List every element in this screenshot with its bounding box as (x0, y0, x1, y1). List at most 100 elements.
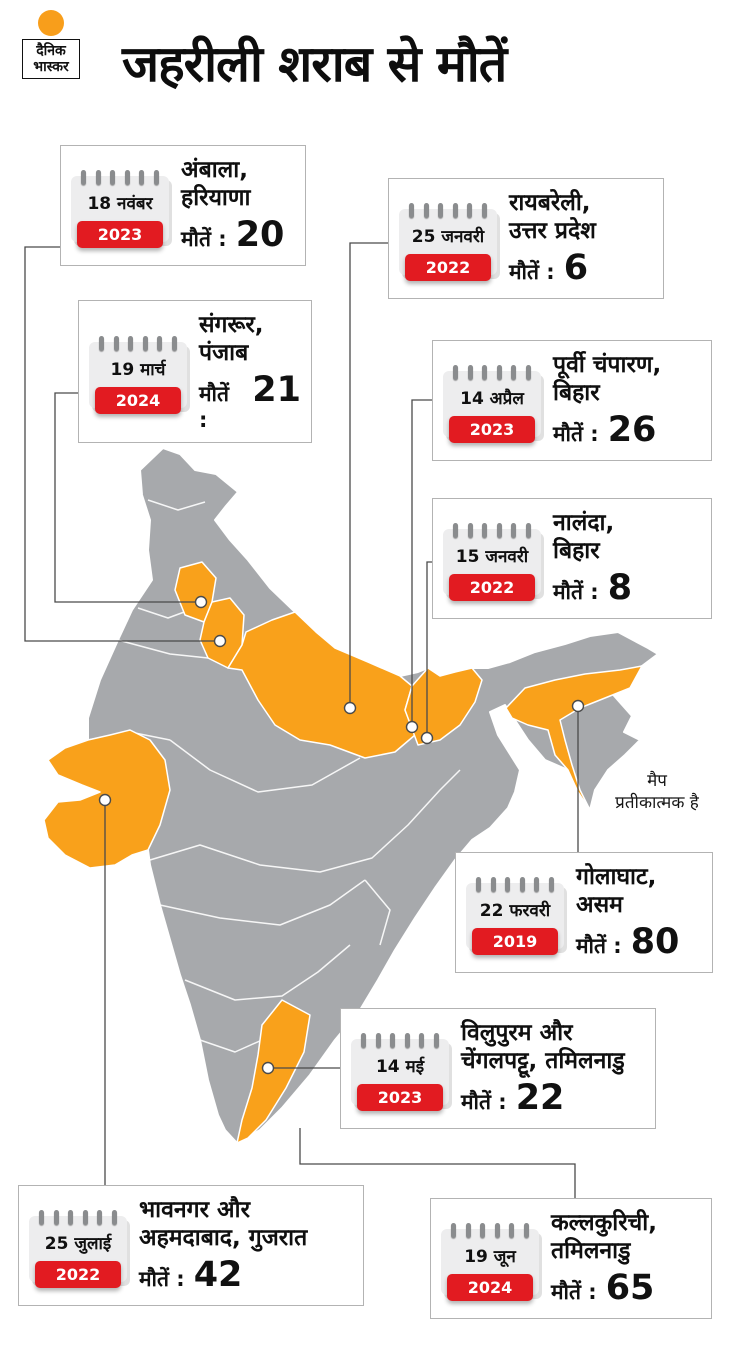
location-line1: रायबरेली, (509, 190, 591, 216)
incident-deaths: मौतें : 80 (576, 922, 702, 962)
incident-date: 19 मार्च (110, 359, 166, 380)
location-line2: पंजाब (199, 340, 249, 367)
location-line1: संगरूर, (199, 312, 264, 338)
incident-year-badge: 2024 (95, 386, 181, 414)
map-note-line2: प्रतीकात्मक है (615, 793, 699, 814)
calendar-icon: 14 अप्रैल 2023 (443, 364, 541, 443)
calendar-icon: 15 जनवरी 2022 (443, 522, 541, 601)
deaths-count: 65 (605, 1268, 655, 1309)
calendar-icon: 22 फरवरी 2019 (466, 876, 564, 955)
incident-location: कल्लकुरिची, तमिलनाडु (551, 1209, 701, 1265)
incident-date: 22 फरवरी (479, 900, 551, 921)
location-line1: अंबाला, (181, 157, 248, 183)
incident-card-sangrur: 19 मार्च 2024 संगरूर, पंजाब मौतें : 21 (78, 300, 312, 444)
calendar-icon: 18 नवंबर 2023 (71, 169, 169, 248)
calendar-rings-icon (443, 522, 541, 538)
deaths-label: मौतें : (461, 1090, 507, 1115)
deaths-label: मौतें : (181, 227, 227, 252)
calendar-rings-icon (89, 335, 187, 351)
deaths-label: मौतें : (199, 382, 229, 433)
incident-year-badge: 2024 (447, 1273, 533, 1301)
incident-year-badge: 2019 (472, 927, 558, 955)
deaths-count: 20 (235, 215, 285, 256)
incident-location: भावनगर और अहमदाबाद, गुजरात (139, 1196, 353, 1252)
calendar-rings-icon (71, 169, 169, 185)
incident-location: विलुपुरम और चेंगलपट्टू, तमिलनाडु (461, 1019, 645, 1075)
deaths-count: 6 (563, 248, 589, 289)
state-assam-highlight (505, 665, 643, 811)
incident-year-badge: 2023 (357, 1083, 443, 1111)
calendar-icon: 19 जून 2024 (441, 1222, 539, 1301)
location-line1: विलुपुरम और (461, 1020, 573, 1046)
incident-date: 15 जनवरी (455, 546, 529, 567)
calendar-icon: 25 जनवरी 2022 (399, 202, 497, 281)
calendar-rings-icon (466, 876, 564, 892)
incident-card-golaghat: 22 फरवरी 2019 गोलाघाट, असम मौतें : 80 (455, 852, 713, 974)
incident-year-badge: 2022 (405, 253, 491, 281)
incident-deaths: मौतें : 21 (199, 370, 301, 432)
location-line2: तमिलनाडु (551, 1238, 631, 1265)
location-line2: हरियाणा (181, 185, 251, 212)
incident-year-badge: 2022 (449, 573, 535, 601)
incident-card-raebareli: 25 जनवरी 2022 रायबरेली, उत्तर प्रदेश मौत… (388, 178, 664, 300)
incident-date: 14 मई (375, 1056, 425, 1077)
incident-deaths: मौतें : 65 (551, 1268, 701, 1308)
incident-date: 14 अप्रैल (460, 388, 524, 409)
calendar-rings-icon (29, 1209, 127, 1225)
deaths-label: मौतें : (553, 580, 599, 605)
location-line1: कल्लकुरिची, (551, 1210, 657, 1236)
location-line1: नालंदा, (553, 510, 615, 536)
incident-location: गोलाघाट, असम (576, 863, 702, 919)
incident-deaths: मौतें : 6 (509, 248, 653, 288)
incident-card-nalanda: 15 जनवरी 2022 नालंदा, बिहार मौतें : 8 (432, 498, 712, 620)
incident-location: संगरूर, पंजाब (199, 311, 301, 367)
deaths-count: 26 (607, 410, 657, 451)
calendar-rings-icon (441, 1222, 539, 1238)
incident-date: 25 जनवरी (411, 226, 485, 247)
incident-year-badge: 2023 (449, 415, 535, 443)
incident-deaths: मौतें : 22 (461, 1078, 645, 1118)
calendar-rings-icon (443, 364, 541, 380)
calendar-icon: 14 मई 2023 (351, 1032, 449, 1111)
incident-date: 19 जून (464, 1246, 516, 1267)
deaths-label: मौतें : (139, 1267, 185, 1292)
map-note-line1: मैप (647, 771, 667, 791)
location-line2: बिहार (553, 538, 600, 565)
incident-location: अंबाला, हरियाणा (181, 156, 295, 212)
location-line2: उत्तर प्रदेश (509, 218, 596, 245)
incident-location: पूर्वी चंपारण, बिहार (553, 351, 701, 407)
incident-deaths: मौतें : 20 (181, 215, 295, 255)
incident-date: 25 जुलाई (44, 1233, 112, 1254)
incident-card-champaran: 14 अप्रैल 2023 पूर्वी चंपारण, बिहार मौते… (432, 340, 712, 462)
location-line2: अहमदाबाद, गुजरात (139, 1225, 308, 1252)
state-uttar-pradesh-highlight (227, 611, 416, 759)
location-line1: भावनगर और (139, 1197, 250, 1223)
incident-year-badge: 2022 (35, 1260, 121, 1288)
brand-logo: दैनिक भास्कर (22, 10, 80, 80)
deaths-count: 21 (252, 370, 301, 411)
deaths-label: मौतें : (551, 1280, 597, 1305)
location-line1: गोलाघाट, (576, 864, 657, 890)
map-note: मैप प्रतीकात्मक है (598, 770, 716, 814)
deaths-label: मौतें : (553, 422, 599, 447)
incident-deaths: मौतें : 42 (139, 1255, 353, 1295)
deaths-count: 22 (515, 1078, 565, 1119)
deaths-label: मौतें : (576, 934, 622, 959)
incident-card-bhavnagar: 25 जुलाई 2022 भावनगर और अहमदाबाद, गुजरात… (18, 1185, 364, 1307)
brand-name: दैनिक भास्कर (22, 39, 80, 80)
deaths-count: 42 (193, 1255, 243, 1296)
incident-year-badge: 2023 (77, 220, 163, 248)
deaths-count: 8 (607, 568, 633, 609)
incident-date: 18 नवंबर (87, 193, 153, 214)
location-line2: चेंगलपट्टू, तमिलनाडु (461, 1048, 625, 1075)
incident-deaths: मौतें : 26 (553, 410, 701, 450)
sun-icon (38, 10, 64, 36)
calendar-rings-icon (399, 202, 497, 218)
location-line2: असम (576, 892, 623, 919)
calendar-rings-icon (351, 1032, 449, 1048)
incident-card-kallakurichi: 19 जून 2024 कल्लकुरिची, तमिलनाडु मौतें :… (430, 1198, 712, 1320)
incident-location: नालंदा, बिहार (553, 509, 701, 565)
deaths-count: 80 (630, 922, 680, 963)
page-title: जहरीली शराब से मौतें (122, 35, 507, 93)
